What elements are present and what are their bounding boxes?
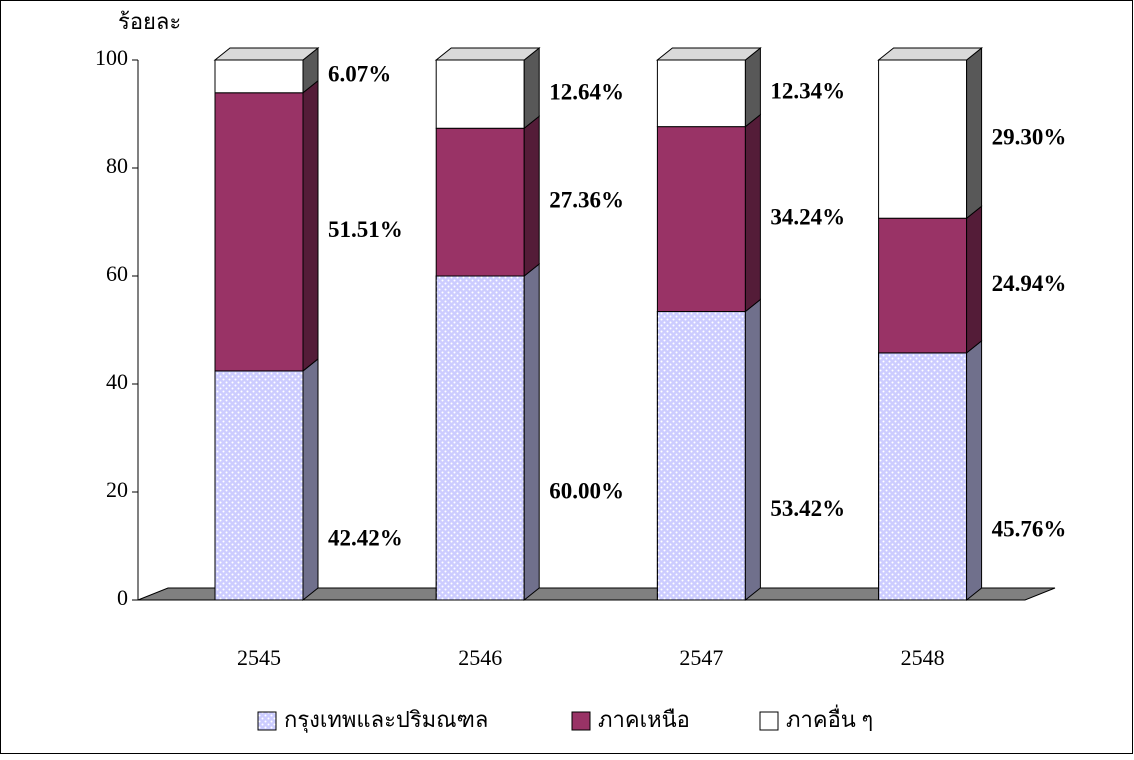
bar-side: [966, 205, 983, 354]
value-label: 45.76%: [992, 517, 1067, 542]
bar-side: [523, 46, 540, 130]
bar-segment: [435, 59, 525, 129]
bar-side: [744, 298, 761, 602]
bar-segment: [435, 127, 525, 277]
bar-pattern: [435, 275, 525, 601]
value-label: 27.36%: [549, 187, 624, 212]
value-label: 6.07%: [328, 62, 391, 87]
bar-pattern: [656, 311, 746, 601]
y-tick-label: 100: [95, 45, 128, 70]
bar-segment: [656, 59, 746, 128]
bar-pattern: [214, 370, 304, 601]
bar-segment: [656, 126, 746, 313]
x-tick-label: 2545: [237, 645, 281, 670]
value-label: 60.00%: [549, 478, 624, 503]
y-tick-label: 0: [117, 585, 128, 610]
x-tick-label: 2546: [458, 645, 502, 670]
bar-side: [966, 46, 983, 220]
bar-top: [877, 47, 984, 61]
value-label: 42.42%: [328, 526, 403, 551]
legend-pattern: [257, 711, 277, 731]
y-tick-label: 60: [106, 261, 128, 286]
bar-segment: [214, 92, 304, 372]
value-label: 29.30%: [992, 124, 1067, 149]
bar-top: [655, 47, 762, 61]
legend-swatch: [759, 711, 779, 731]
bar-pattern: [878, 352, 968, 601]
y-tick-label: 20: [106, 477, 128, 502]
bar-segment: [878, 59, 968, 219]
bar-side: [302, 357, 319, 602]
legend-label: ภาคอื่น ๆ: [786, 704, 873, 732]
value-label: 53.42%: [770, 496, 845, 521]
legend-label: กรุงเทพและปริมณฑล: [284, 707, 488, 733]
bar-side: [966, 339, 983, 602]
value-label: 12.34%: [770, 79, 845, 104]
bar-segment: [878, 217, 968, 354]
bar-top: [213, 47, 320, 61]
x-tick-label: 2547: [679, 645, 723, 670]
y-tick-label: 80: [106, 153, 128, 178]
bar-side: [302, 79, 319, 372]
value-label: 24.94%: [992, 271, 1067, 296]
legend-swatch: [571, 711, 591, 731]
value-label: 34.24%: [770, 204, 845, 229]
value-label: 12.64%: [549, 79, 624, 104]
x-tick-label: 2548: [901, 645, 945, 670]
bar-side: [523, 262, 540, 602]
bar-side: [744, 113, 761, 313]
bar-top: [434, 47, 541, 61]
bar-segment: [214, 59, 304, 94]
legend-label: ภาคเหนือ: [598, 707, 690, 732]
y-tick-label: 40: [106, 369, 128, 394]
y-axis-label: ร้อยละ: [118, 9, 181, 34]
value-label: 51.51%: [328, 217, 403, 242]
bar-side: [744, 46, 761, 128]
bar-side: [523, 115, 540, 278]
